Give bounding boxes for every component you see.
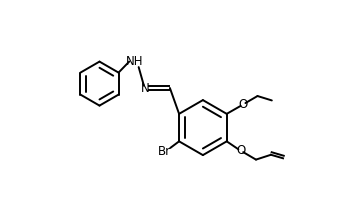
Text: NH: NH	[126, 55, 143, 68]
Text: O: O	[236, 144, 246, 157]
Text: Br: Br	[158, 145, 171, 158]
Text: N: N	[141, 81, 150, 95]
Text: O: O	[238, 98, 248, 111]
